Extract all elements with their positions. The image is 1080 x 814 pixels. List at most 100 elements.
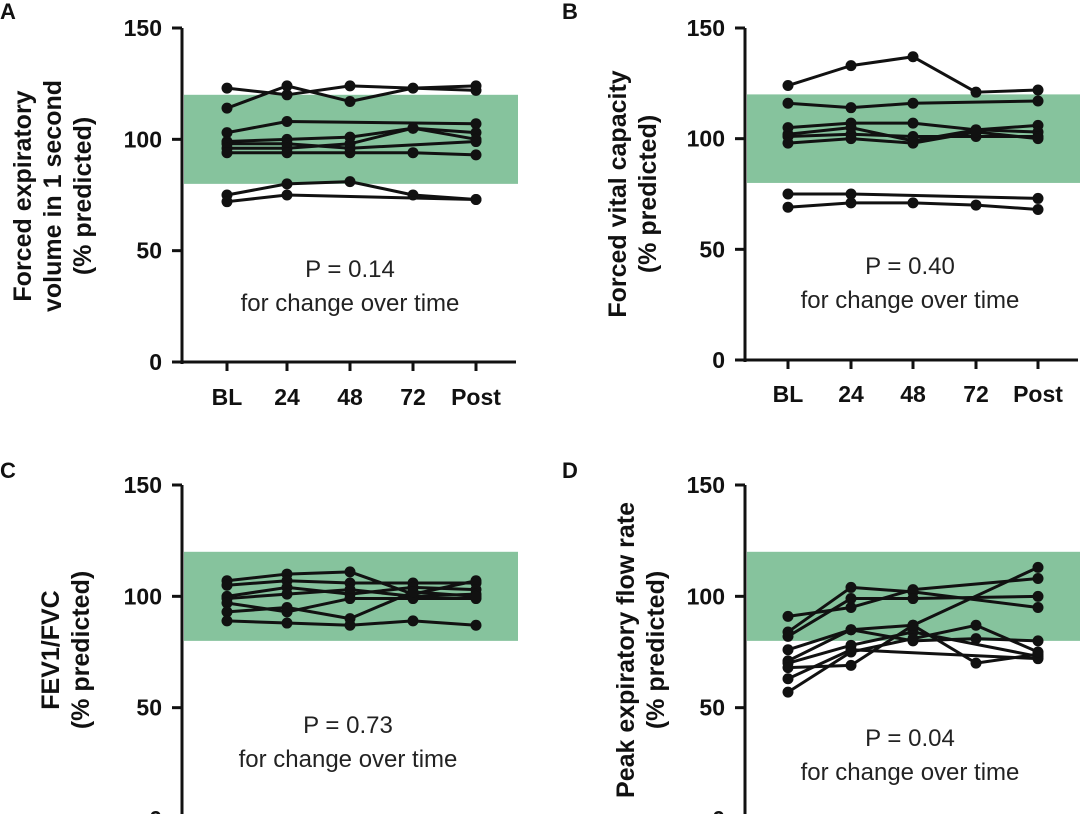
data-point — [407, 82, 419, 94]
data-point — [970, 199, 982, 211]
data-point — [1032, 192, 1044, 204]
y-axis-label-line: (% predicted) — [634, 115, 662, 273]
y-axis-label: FEV1/FVC(% predicted) — [37, 571, 95, 729]
data-point — [221, 147, 233, 159]
data-point — [907, 137, 919, 149]
y-axis-label-line: Forced vital capacity — [604, 70, 632, 317]
y-tick-label: 0 — [149, 349, 162, 375]
series-line — [787, 99, 1039, 110]
data-point — [344, 619, 356, 631]
data-point — [782, 188, 794, 200]
chart-panel-a: A BL 24 48 72 Post 0 50 100 150 Forced expiratoryv… — [0, 0, 518, 410]
data-point — [221, 127, 233, 139]
y-axis-label-line: Peak expiratory flow rate — [612, 502, 640, 798]
data-point — [221, 196, 233, 208]
data-point — [845, 188, 857, 200]
data-point — [221, 597, 233, 609]
data-point — [221, 82, 233, 94]
y-tick-label: 150 — [687, 15, 725, 41]
data-point — [344, 138, 356, 150]
y-tick-label: 0 — [149, 806, 162, 814]
y-axis-label-line: FEV1/FVC — [37, 590, 65, 709]
series-9 — [221, 189, 482, 208]
data-point — [1032, 590, 1044, 602]
data-point — [970, 619, 982, 631]
data-point — [1032, 84, 1044, 96]
data-point — [782, 673, 794, 685]
data-point — [281, 80, 293, 92]
data-point — [344, 80, 356, 92]
data-point — [907, 197, 919, 209]
data-point — [470, 619, 482, 631]
data-point — [281, 89, 293, 101]
data-point — [845, 601, 857, 613]
data-point — [845, 60, 857, 72]
x-tick-label: 24 — [274, 384, 300, 410]
data-point — [782, 686, 794, 698]
data-point — [281, 116, 293, 128]
data-point — [281, 588, 293, 600]
x-tick-label: Post — [451, 384, 501, 410]
y-axis-label: Forced vital capacity(% predicted) — [604, 70, 662, 317]
data-point — [470, 193, 482, 205]
data-point — [970, 657, 982, 669]
panel-letter: A — [0, 0, 16, 24]
data-point — [845, 646, 857, 658]
data-point — [281, 617, 293, 629]
y-tick-label: 50 — [136, 238, 162, 264]
data-point — [845, 581, 857, 593]
data-point — [1032, 573, 1044, 585]
data-point — [281, 178, 293, 190]
series-6 — [221, 586, 482, 625]
series-1 — [782, 51, 1044, 98]
p-value-annotation: P = 0.73 — [303, 712, 393, 739]
x-tick-label: 48 — [337, 384, 363, 410]
chart-panel-d: D 0 50 100 150 Peak expiratory flow rate(% pr… — [562, 458, 1080, 814]
data-point — [907, 619, 919, 631]
data-point — [344, 566, 356, 578]
y-tick-label: 50 — [699, 236, 725, 262]
data-point — [782, 201, 794, 213]
data-point — [907, 97, 919, 109]
series-line — [787, 648, 1039, 681]
data-point — [281, 601, 293, 613]
y-axis-label-line: (% predicted) — [642, 571, 670, 729]
y-tick-label: 50 — [699, 695, 725, 721]
data-point — [344, 593, 356, 605]
y-tick-label: 0 — [712, 347, 725, 373]
series-9 — [782, 619, 1044, 698]
data-point — [281, 189, 293, 201]
data-point — [782, 662, 794, 674]
data-point — [470, 133, 482, 145]
y-tick-label: 100 — [687, 583, 725, 609]
data-point — [470, 590, 482, 602]
data-point — [344, 176, 356, 188]
data-point — [782, 630, 794, 642]
y-axis-label-line: Forced expiratory — [9, 90, 37, 301]
chart-panel-c: C 0 50 100 150 FEV1/FVC(% predicted) P = 0.73 f… — [0, 458, 518, 814]
series-6 — [782, 126, 1044, 149]
y-axis-label-line: (% predicted) — [67, 571, 95, 729]
y-axis-label-line: volume in 1 second — [39, 80, 67, 312]
data-point — [1032, 133, 1044, 145]
data-point — [907, 633, 919, 645]
data-point — [970, 633, 982, 645]
data-point — [470, 80, 482, 92]
data-point — [970, 86, 982, 98]
data-point — [845, 624, 857, 636]
data-point — [845, 593, 857, 605]
data-point — [470, 149, 482, 161]
series-line — [787, 630, 1039, 665]
data-point — [782, 610, 794, 622]
data-point — [407, 586, 419, 598]
data-point — [281, 147, 293, 159]
p-value-annotation: P = 0.40 — [865, 253, 955, 280]
y-axis-label-line: (% predicted) — [69, 117, 97, 275]
data-point — [845, 659, 857, 671]
data-point — [907, 51, 919, 63]
annotation-caption: for change over time — [801, 759, 1020, 786]
data-point — [221, 102, 233, 114]
data-point — [845, 102, 857, 114]
series-7 — [221, 615, 482, 631]
x-tick-label: BL — [773, 381, 804, 407]
